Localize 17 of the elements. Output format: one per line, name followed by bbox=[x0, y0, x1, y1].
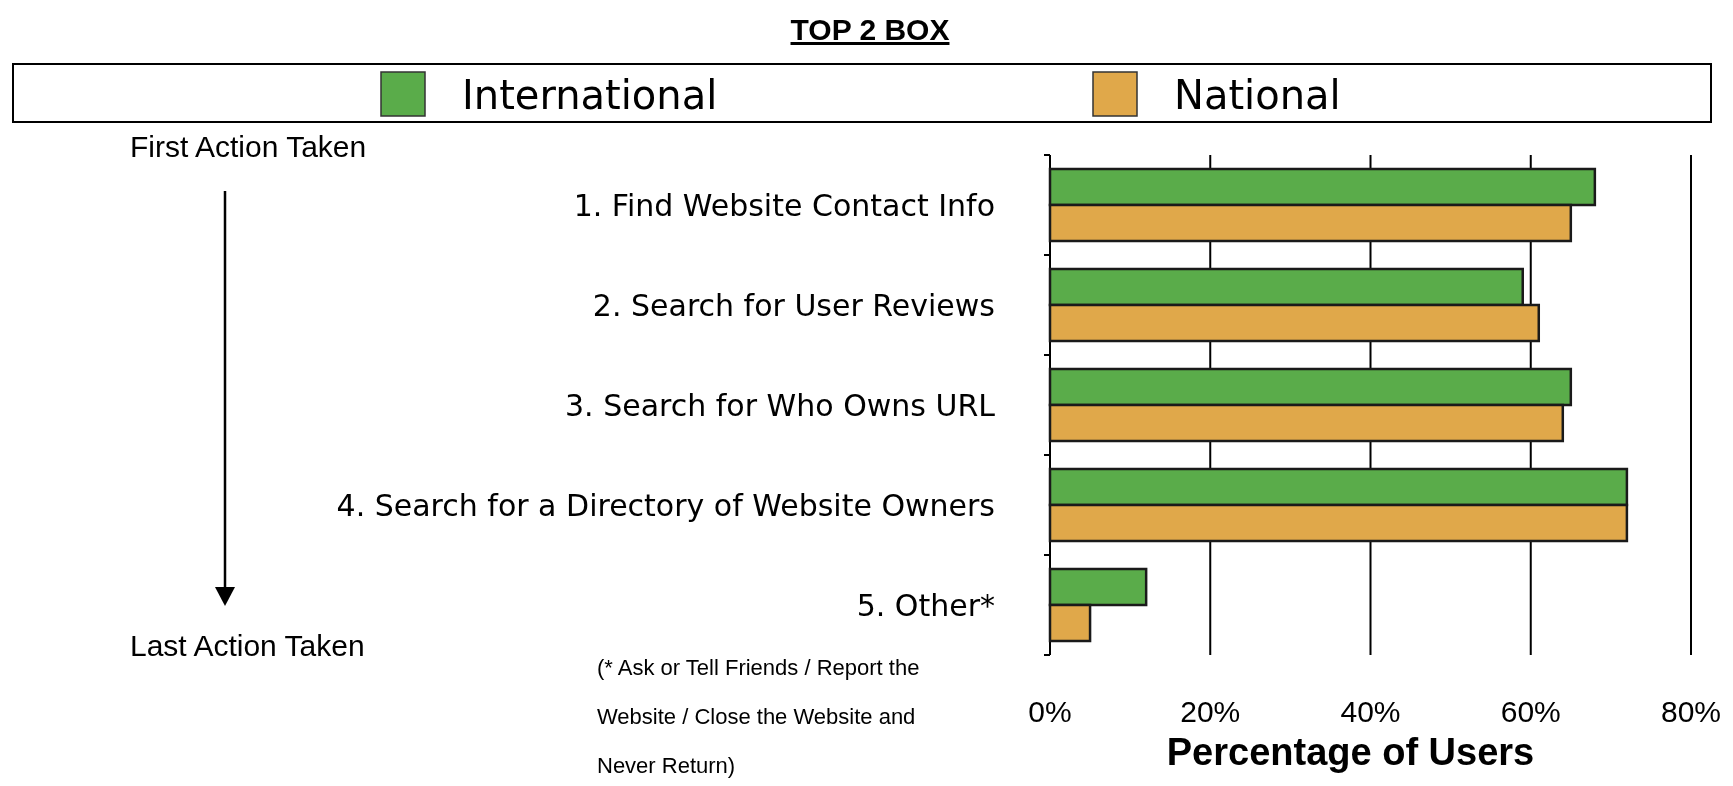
y-tick-label: 5. Other* bbox=[856, 588, 995, 623]
y-tick-label: 2. Search for User Reviews bbox=[592, 288, 995, 323]
x-tick-label: 20% bbox=[1180, 695, 1241, 728]
text: (* Ask or Tell Friends / Report the Website / Close the Website and Never Return) bbox=[597, 655, 920, 778]
x-tick-label: 0% bbox=[1028, 695, 1072, 728]
legend-label: National bbox=[1174, 72, 1341, 118]
legend-label: International bbox=[462, 72, 718, 118]
x-tick-label: 60% bbox=[1500, 695, 1561, 728]
y-tick-label: 4. Search for a Directory of Website Owners bbox=[336, 488, 995, 523]
text: Last Action Taken bbox=[130, 629, 365, 662]
y-tick-label: 3. Search for Who Owns URL bbox=[565, 388, 996, 423]
x-tick-label: 40% bbox=[1340, 695, 1401, 728]
x-tick-label: 80% bbox=[1660, 695, 1722, 728]
y-tick-label: 1. Find Website Contact Info bbox=[573, 188, 995, 223]
chart-title: TOP 2 BOX bbox=[790, 13, 950, 46]
x-axis-title: Percentage of Users bbox=[1166, 731, 1535, 773]
text: First Action Taken bbox=[130, 130, 367, 163]
